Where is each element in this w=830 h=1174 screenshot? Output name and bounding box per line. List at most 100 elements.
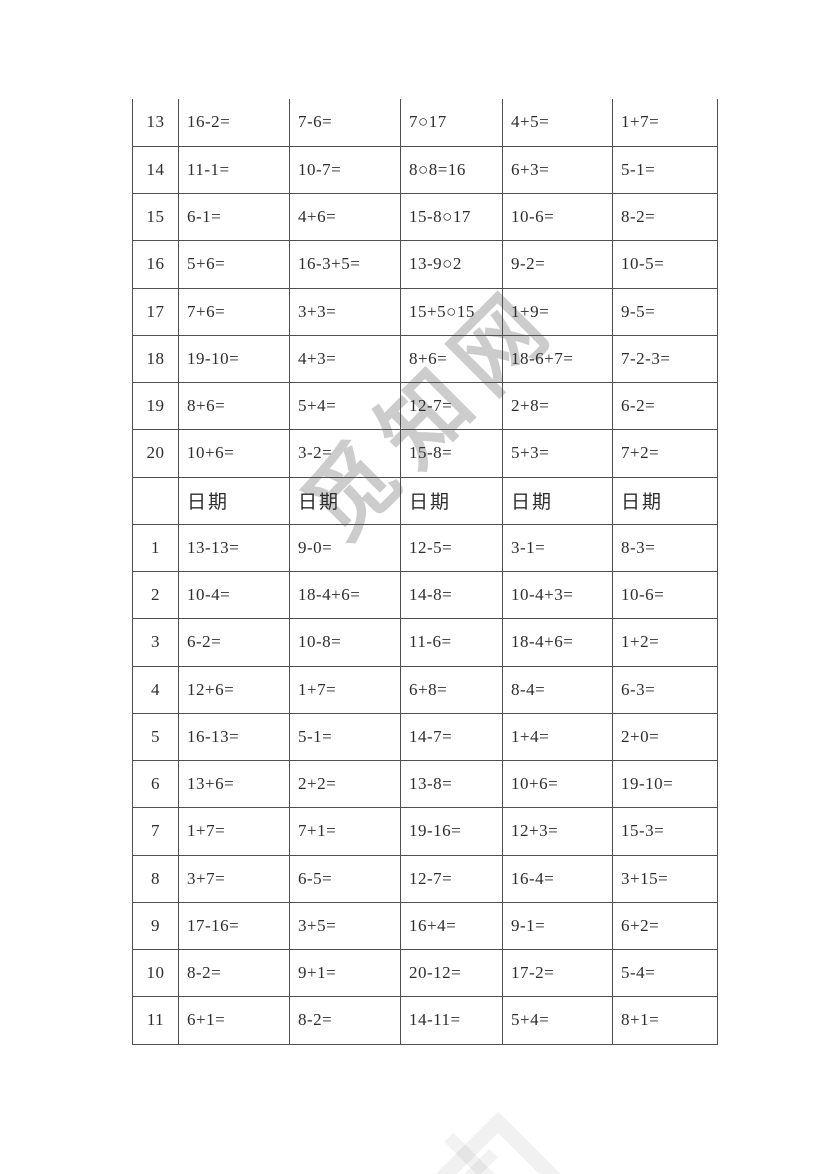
row-number-cell: 4 [132, 665, 179, 714]
problem-cell: 10-5= [612, 240, 718, 289]
problem-cell: 10+6= [502, 759, 613, 809]
row-number-cell: 19 [132, 381, 179, 431]
row-number-cell: 2 [132, 570, 179, 620]
problem-cell: 19-10= [178, 334, 290, 384]
problem-cell: 8+6= [400, 334, 503, 384]
problem-cell: 3+3= [289, 287, 401, 336]
problem-cell: 12-7= [400, 381, 503, 431]
table-row: 13 16-2= 7-6= 7○17 4+5= 1+7= [132, 99, 718, 147]
problem-cell: 7○17 [400, 99, 503, 147]
problem-cell: 1+2= [612, 618, 718, 667]
problem-cell: 12+3= [502, 807, 613, 856]
problem-cell: 12-7= [400, 854, 503, 903]
problem-cell: 6-2= [178, 618, 290, 667]
problem-cell: 6+1= [178, 996, 290, 1045]
row-number-cell: 8 [132, 854, 179, 903]
problem-cell: 13-13= [178, 523, 290, 573]
problem-cell: 9-2= [502, 240, 613, 289]
problem-cell: 1+7= [289, 665, 401, 714]
problem-cell: 8-2= [612, 192, 718, 242]
table-row: 6 13+6= 2+2= 13-8= 10+6= 19-10= [132, 759, 718, 809]
row-number-cell: 5 [132, 712, 179, 762]
table-row: 2 10-4= 18-4+6= 14-8= 10-4+3= 10-6= [132, 570, 718, 620]
row-number-cell: 15 [132, 192, 179, 242]
problem-cell: 14-11= [400, 996, 503, 1045]
problem-cell: 4+3= [289, 334, 401, 384]
table-row: 19 8+6= 5+4= 12-7= 2+8= 6-2= [132, 381, 718, 431]
problem-cell: 13+6= [178, 759, 290, 809]
row-number-cell: 9 [132, 901, 179, 951]
problem-cell: 3+7= [178, 854, 290, 903]
row-number-cell: 20 [132, 429, 179, 478]
problem-cell: 18-6+7= [502, 334, 613, 384]
problem-cell: 8-4= [502, 665, 613, 714]
worksheet-table-body: 13 16-2= 7-6= 7○17 4+5= 1+7= 14 11-1= 10-7= 8○8=1… [132, 99, 718, 1045]
problem-cell: 8-2= [289, 996, 401, 1045]
table-row: 20 10+6= 3-2= 15-8= 5+3= 7+2= [132, 429, 718, 478]
date-header-cell: 日期 [178, 476, 290, 525]
problem-cell: 14-7= [400, 712, 503, 762]
table-row: 15 6-1= 4+6= 15-8○17 10-6= 8-2= [132, 192, 718, 242]
row-number-cell: 6 [132, 759, 179, 809]
row-number-cell: 10 [132, 948, 179, 998]
problem-cell: 1+7= [178, 807, 290, 856]
problem-cell: 7+6= [178, 287, 290, 336]
problem-cell: 6-1= [178, 192, 290, 242]
date-header-cell: 日期 [289, 476, 401, 525]
problem-cell: 10-4= [178, 570, 290, 620]
problem-cell: 8+1= [612, 996, 718, 1045]
row-number-cell: 3 [132, 618, 179, 667]
problem-cell: 17-16= [178, 901, 290, 951]
problem-cell: 4+5= [502, 99, 613, 147]
row-number-cell: 16 [132, 240, 179, 289]
table-row: 14 11-1= 10-7= 8○8=16 6+3= 5-1= [132, 145, 718, 195]
problem-cell: 12+6= [178, 665, 290, 714]
problem-cell: 12-5= [400, 523, 503, 573]
problem-cell: 6+3= [502, 145, 613, 195]
math-problems-table: 13 16-2= 7-6= 7○17 4+5= 1+7= 14 11-1= 10-7= 8○8=1… [132, 99, 718, 1045]
row-number-cell: 17 [132, 287, 179, 336]
problem-cell: 18-4+6= [502, 618, 613, 667]
problem-cell: 16-4= [502, 854, 613, 903]
problem-cell: 9+1= [289, 948, 401, 998]
table-row: 4 12+6= 1+7= 6+8= 8-4= 6-3= [132, 665, 718, 714]
problem-cell: 15-8= [400, 429, 503, 478]
table-row: 10 8-2= 9+1= 20-12= 17-2= 5-4= [132, 948, 718, 998]
problem-cell: 18-4+6= [289, 570, 401, 620]
problem-cell: 13-9○2 [400, 240, 503, 289]
problem-cell: 15+5○15 [400, 287, 503, 336]
problem-cell: 6-2= [612, 381, 718, 431]
problem-cell: 3-2= [289, 429, 401, 478]
problem-cell: 8-2= [178, 948, 290, 998]
table-row: 18 19-10= 4+3= 8+6= 18-6+7= 7-2-3= [132, 334, 718, 384]
problem-cell: 10-8= [289, 618, 401, 667]
table-row: 5 16-13= 5-1= 14-7= 1+4= 2+0= [132, 712, 718, 762]
problem-cell: 1+4= [502, 712, 613, 762]
problem-cell: 10-7= [289, 145, 401, 195]
problem-cell: 9-5= [612, 287, 718, 336]
problem-cell: 15-3= [612, 807, 718, 856]
row-number-cell: 13 [132, 99, 179, 147]
problem-cell: 8-3= [612, 523, 718, 573]
problem-cell: 8○8=16 [400, 145, 503, 195]
problem-cell: 6+2= [612, 901, 718, 951]
problem-cell: 5+3= [502, 429, 613, 478]
table-row: 1 13-13= 9-0= 12-5= 3-1= 8-3= [132, 523, 718, 573]
problem-cell: 10-6= [612, 570, 718, 620]
problem-cell: 17-2= [502, 948, 613, 998]
problem-cell: 6-5= [289, 854, 401, 903]
problem-cell: 1+9= [502, 287, 613, 336]
row-number-cell: 18 [132, 334, 179, 384]
problem-cell: 7-2-3= [612, 334, 718, 384]
problem-cell: 3+5= [289, 901, 401, 951]
table-row: 8 3+7= 6-5= 12-7= 16-4= 3+15= [132, 854, 718, 903]
table-row: 9 17-16= 3+5= 16+4= 9-1= 6+2= [132, 901, 718, 951]
problem-cell: 7+2= [612, 429, 718, 478]
watermark-diamond-logo-icon [363, 1111, 633, 1174]
problem-cell: 13-8= [400, 759, 503, 809]
problem-cell: 2+0= [612, 712, 718, 762]
problem-cell: 3+15= [612, 854, 718, 903]
problem-cell: 9-1= [502, 901, 613, 951]
table-row: 7 1+7= 7+1= 19-16= 12+3= 15-3= [132, 807, 718, 856]
